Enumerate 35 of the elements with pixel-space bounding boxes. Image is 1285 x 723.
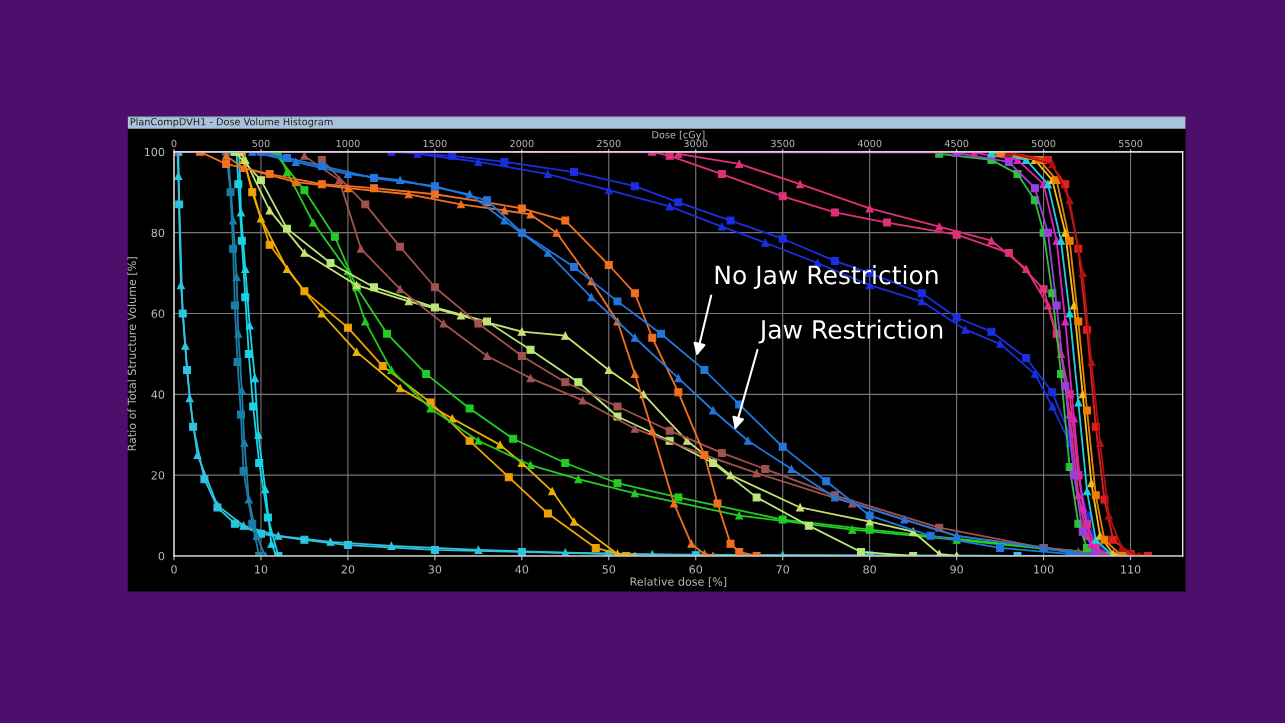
x-tick-label: 110 [1121,565,1141,574]
x2-tick-label: 2000 [510,139,534,148]
x2-tick-label: 5500 [1118,139,1143,148]
y-tick-label: 100 [144,147,165,157]
x2-tick-label: 1500 [423,139,447,148]
y-tick-label: 80 [151,228,165,238]
x-tick-label: 0 [171,565,177,574]
x-tick-label: 30 [428,565,442,574]
x2-tick-label: 500 [252,139,270,148]
x2-axis-title: Dose [cGy] [652,130,705,141]
y-tick-label: 0 [158,551,165,561]
x-tick-label: 100 [1034,565,1054,574]
annotation: Jaw Restriction [758,319,943,344]
x-tick-label: 90 [950,565,963,574]
x-tick-label: 80 [863,565,876,574]
x2-tick-label: 3000 [684,139,708,148]
x-tick-label: 50 [602,565,616,574]
x2-tick-label: 4000 [857,139,882,148]
x-tick-label: 20 [341,565,355,574]
x-axis-title: Relative dose [%] [630,577,727,588]
x2-tick-label: 3500 [771,139,795,148]
chart-title: PlanCompDVH1 - Dose Volume Histogram [130,117,333,128]
x2-tick-label: 5000 [1031,139,1056,148]
x2-tick-label: 2500 [597,139,621,148]
x2-tick-label: 1000 [336,139,360,148]
x-tick-label: 70 [776,565,790,574]
x-tick-label: 40 [515,565,529,574]
x-tick-label: 10 [255,565,268,574]
y-tick-label: 40 [151,390,165,399]
x-tick-label: 60 [689,565,703,574]
y-axis-title: Ratio of Total Structure Volume [%] [127,257,138,451]
x2-tick-label: 4500 [944,139,969,148]
x2-tick-label: 0 [171,139,177,148]
y-tick-label: 60 [151,309,165,318]
y-tick-label: 20 [151,471,165,480]
